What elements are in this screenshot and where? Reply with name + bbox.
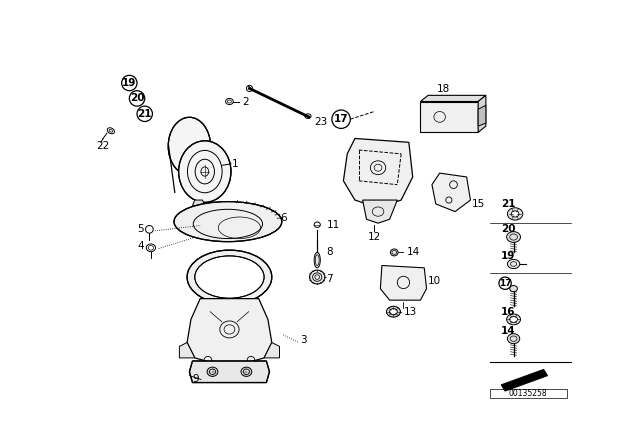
Polygon shape [432,173,470,211]
Text: 21: 21 [138,109,152,119]
Text: 20: 20 [130,94,144,103]
Polygon shape [501,370,547,391]
Text: 17: 17 [499,279,511,288]
Text: 11: 11 [326,220,340,230]
Ellipse shape [508,334,520,344]
Text: 10: 10 [428,276,441,286]
Polygon shape [189,361,269,383]
Ellipse shape [507,232,520,242]
Polygon shape [420,102,478,132]
Polygon shape [380,266,427,300]
Circle shape [332,110,350,129]
Circle shape [499,277,511,289]
Ellipse shape [390,249,398,256]
Ellipse shape [241,367,252,376]
Text: 20: 20 [501,224,516,233]
Text: 14: 14 [501,326,516,336]
Ellipse shape [314,252,320,268]
Text: 18: 18 [437,84,450,94]
Text: 1: 1 [232,159,238,169]
Text: 6: 6 [280,213,287,223]
Text: 19: 19 [122,78,136,88]
Text: 23: 23 [314,116,328,126]
Text: 14: 14 [406,247,420,258]
Ellipse shape [168,117,211,175]
Ellipse shape [508,259,520,269]
Text: 22: 22 [96,141,109,151]
Polygon shape [478,95,486,132]
Text: 7: 7 [326,274,333,284]
Text: 3: 3 [300,335,307,345]
Circle shape [122,75,137,90]
Ellipse shape [511,211,519,217]
Ellipse shape [179,141,231,202]
Ellipse shape [310,270,325,284]
Ellipse shape [507,314,520,325]
Ellipse shape [390,309,397,315]
Polygon shape [420,95,486,102]
Polygon shape [193,200,205,206]
Ellipse shape [207,367,218,376]
Text: 9: 9 [192,375,198,384]
Ellipse shape [195,256,264,298]
Ellipse shape [509,285,517,292]
Polygon shape [179,343,195,358]
Polygon shape [344,138,413,208]
Text: 15: 15 [472,199,485,209]
Text: 4: 4 [137,241,143,251]
Circle shape [129,91,145,106]
Text: 5: 5 [137,224,143,234]
Circle shape [137,106,152,121]
Ellipse shape [243,369,250,375]
Ellipse shape [509,316,517,323]
Text: 21: 21 [501,199,516,209]
Text: 19: 19 [501,251,516,261]
Ellipse shape [174,202,282,241]
Ellipse shape [209,369,216,375]
Text: 13: 13 [403,307,417,317]
Polygon shape [478,105,486,126]
Text: 8: 8 [326,247,333,258]
Polygon shape [187,299,272,363]
Text: 00135258: 00135258 [509,389,547,398]
Text: 12: 12 [367,232,381,242]
Ellipse shape [187,250,272,304]
Polygon shape [363,200,397,223]
Polygon shape [264,343,280,358]
Ellipse shape [508,208,523,220]
Text: 16: 16 [501,307,516,317]
Text: 2: 2 [242,96,248,107]
Ellipse shape [387,306,401,317]
Text: 17: 17 [334,114,348,124]
Bar [490,389,566,398]
